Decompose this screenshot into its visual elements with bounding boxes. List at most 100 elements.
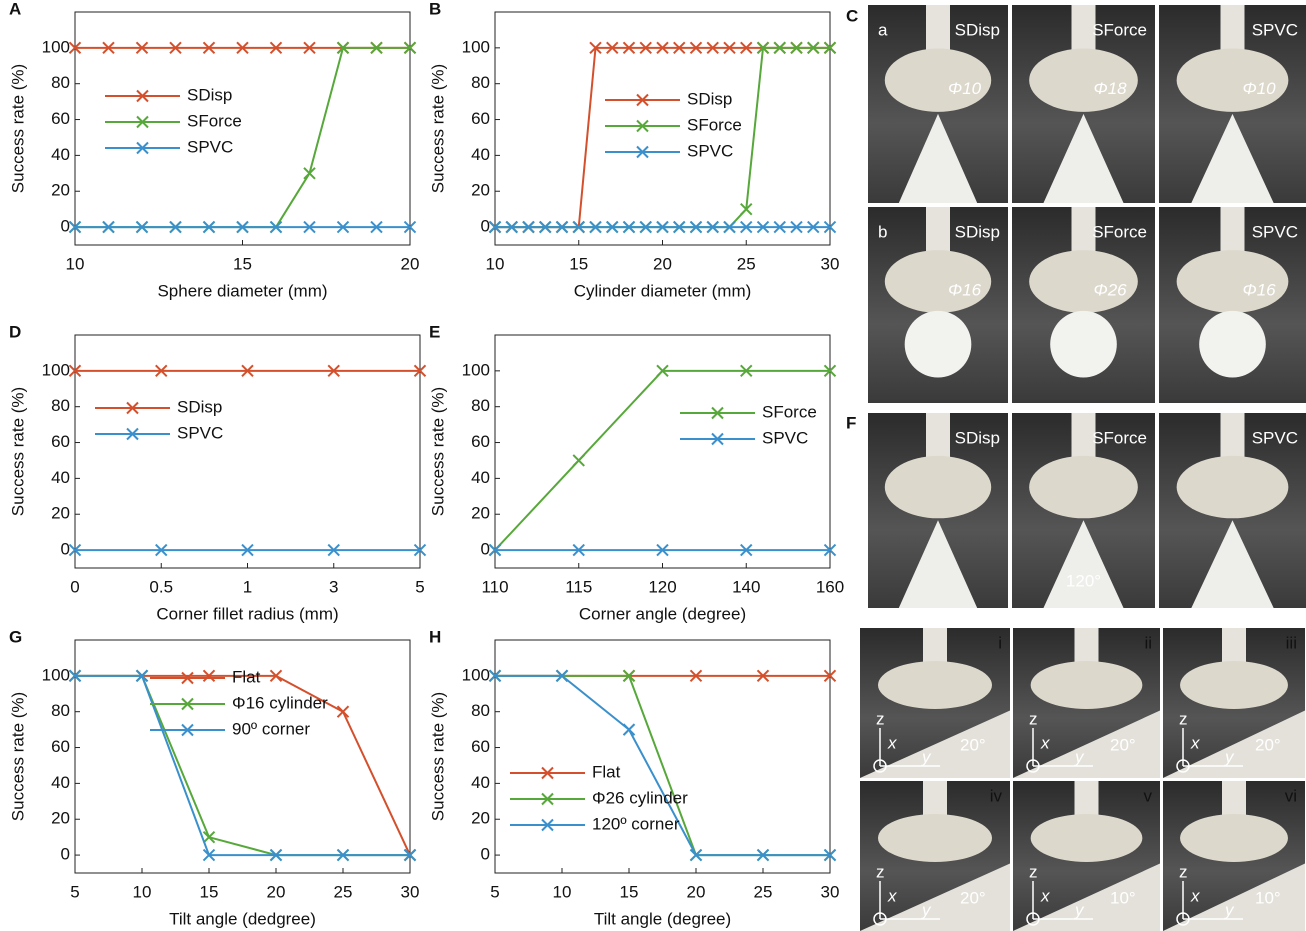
legend-marker — [711, 432, 724, 446]
legend-marker — [181, 723, 194, 737]
axis-letter: x — [1040, 733, 1050, 752]
marker — [555, 220, 569, 234]
gripper-pad — [1176, 250, 1289, 313]
row-label: a — [878, 20, 888, 39]
x-tick-label: 20 — [267, 882, 286, 901]
marker — [807, 220, 820, 234]
marker — [135, 669, 149, 683]
tilt-angle: 20° — [1255, 735, 1281, 754]
legend-marker — [181, 697, 194, 711]
marker — [269, 220, 283, 234]
marker — [740, 220, 753, 234]
marker — [790, 220, 803, 234]
marker — [370, 220, 383, 234]
marker — [572, 454, 585, 467]
x-tick-label: 10 — [486, 254, 505, 273]
marker — [155, 543, 168, 557]
y-tick-label: 80 — [471, 73, 490, 92]
photo-tag: SPVC — [1252, 428, 1298, 447]
x-tick-label: 5 — [415, 577, 424, 596]
x-axis-label: Tilt angle (dedgree) — [169, 909, 316, 928]
y-axis-label: Success rate (%) — [428, 692, 447, 821]
gripper-pad — [1176, 48, 1289, 112]
marker — [236, 41, 249, 55]
marker — [403, 848, 417, 862]
marker — [740, 364, 753, 378]
x-axis-label: Cylinder diameter (mm) — [574, 281, 752, 300]
angle-label: 120° — [1066, 571, 1101, 590]
photo-tag: SDisp — [955, 222, 1000, 241]
gripper-pad — [884, 250, 992, 313]
marker — [269, 41, 283, 55]
marker — [505, 220, 518, 234]
legend-marker — [136, 141, 149, 155]
dimension-label: Φ18 — [1094, 79, 1128, 98]
x-tick-label: 20 — [653, 254, 672, 273]
legend-label: SPVC — [687, 141, 733, 160]
marker — [202, 669, 216, 683]
x-tick-label: 10 — [133, 882, 152, 901]
y-axis-label: Success rate (%) — [428, 387, 447, 516]
marker — [723, 220, 736, 234]
marker — [656, 364, 669, 378]
marker — [169, 41, 182, 55]
marker — [169, 220, 182, 234]
marker — [102, 220, 115, 234]
marker — [656, 543, 669, 557]
marker — [488, 543, 502, 557]
legend-label: SForce — [687, 115, 742, 134]
row-label: b — [878, 222, 887, 241]
object — [904, 310, 972, 378]
axis-letter: y — [921, 900, 932, 919]
x-tick-label: 15 — [569, 254, 588, 273]
x-tick-label: 120 — [648, 577, 676, 596]
y-tick-label: 80 — [471, 396, 490, 415]
photo-tag: SDisp — [955, 20, 1000, 39]
marker — [327, 543, 340, 557]
axis-letter: z — [1179, 709, 1188, 728]
axis-letter: y — [1224, 900, 1235, 919]
marker — [555, 669, 569, 683]
marker — [823, 669, 837, 683]
marker — [68, 41, 82, 55]
x-tick-label: 25 — [754, 882, 773, 901]
legend-marker — [541, 792, 554, 806]
object — [1163, 863, 1305, 931]
axis-letter: y — [1074, 747, 1085, 766]
series-line — [495, 46, 830, 229]
legend-marker — [636, 145, 649, 159]
tile-index: iii — [1286, 633, 1297, 652]
marker — [403, 220, 417, 234]
series-line — [75, 46, 410, 229]
x-tick-label: 15 — [200, 882, 219, 901]
marker — [622, 220, 636, 234]
x-tick-label: 30 — [821, 254, 840, 273]
marker — [68, 543, 82, 557]
marker — [639, 220, 652, 234]
marker — [202, 220, 216, 234]
series-line — [495, 674, 830, 857]
y-tick-label: 0 — [61, 845, 70, 864]
tile-index: iv — [990, 786, 1003, 805]
marker — [740, 202, 753, 216]
marker — [303, 220, 316, 234]
y-tick-label: 100 — [42, 37, 70, 56]
y-tick-label: 0 — [481, 845, 490, 864]
marker — [336, 41, 350, 55]
x-tick-label: 25 — [334, 882, 353, 901]
object — [1163, 710, 1305, 778]
marker — [689, 41, 703, 55]
gripper-pad — [1180, 814, 1288, 862]
marker — [572, 220, 585, 234]
photo-tag: SDisp — [955, 428, 1000, 447]
series-line — [75, 674, 410, 857]
tilt-angle: 20° — [960, 888, 986, 907]
legend-label: Flat — [232, 667, 261, 686]
y-axis-label: Success rate (%) — [8, 64, 27, 193]
x-tick-label: 5 — [490, 882, 499, 901]
gripper-pad — [1030, 814, 1143, 862]
y-tick-label: 40 — [51, 468, 70, 487]
axis-letter: y — [921, 747, 932, 766]
y-tick-label: 80 — [51, 396, 70, 415]
y-tick-label: 100 — [462, 665, 490, 684]
